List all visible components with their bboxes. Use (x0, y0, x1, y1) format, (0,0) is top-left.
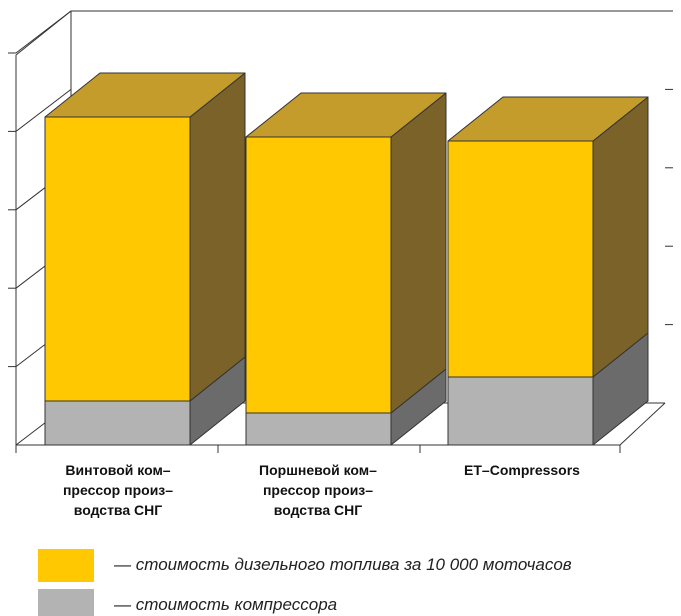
bar-stack-piston-compressor (246, 93, 446, 445)
bar-fuel-screw-compressor (45, 117, 190, 401)
bar-side-fuel-screw-compressor (190, 73, 245, 401)
legend-item-compressor-cost: — стоимость компрессора (38, 588, 337, 616)
bar-fuel-piston-compressor (246, 137, 391, 413)
bar-side-fuel-et-compressors (593, 97, 648, 377)
bar-compressor-screw-compressor (45, 401, 190, 445)
legend-swatch-compressor (38, 589, 94, 616)
category-label-piston-compressor: Поршневой ком– прессор произ– водства СН… (233, 460, 403, 520)
legend-swatch-fuel (38, 549, 94, 582)
bar-compressor-piston-compressor (246, 413, 391, 445)
category-label-et-compressors: ET–Compressors (437, 460, 607, 480)
bar-fuel-et-compressors (448, 141, 593, 377)
legend-label-compressor: — стоимость компрессора (114, 595, 337, 615)
category-label-screw-compressor: Винтовой ком– прессор произ– водства СНГ (33, 460, 203, 520)
left-wall-tick-5 (16, 11, 71, 53)
bar-stack-et-compressors (448, 97, 648, 445)
legend-item-fuel-cost: — стоимость дизельного топлива за 10 000… (38, 548, 572, 582)
bar-side-fuel-piston-compressor (391, 93, 446, 413)
bar-stack-screw-compressor (45, 73, 245, 445)
legend-label-fuel: — стоимость дизельного топлива за 10 000… (114, 555, 572, 575)
bar-compressor-et-compressors (448, 377, 593, 445)
bars-group (45, 73, 648, 445)
